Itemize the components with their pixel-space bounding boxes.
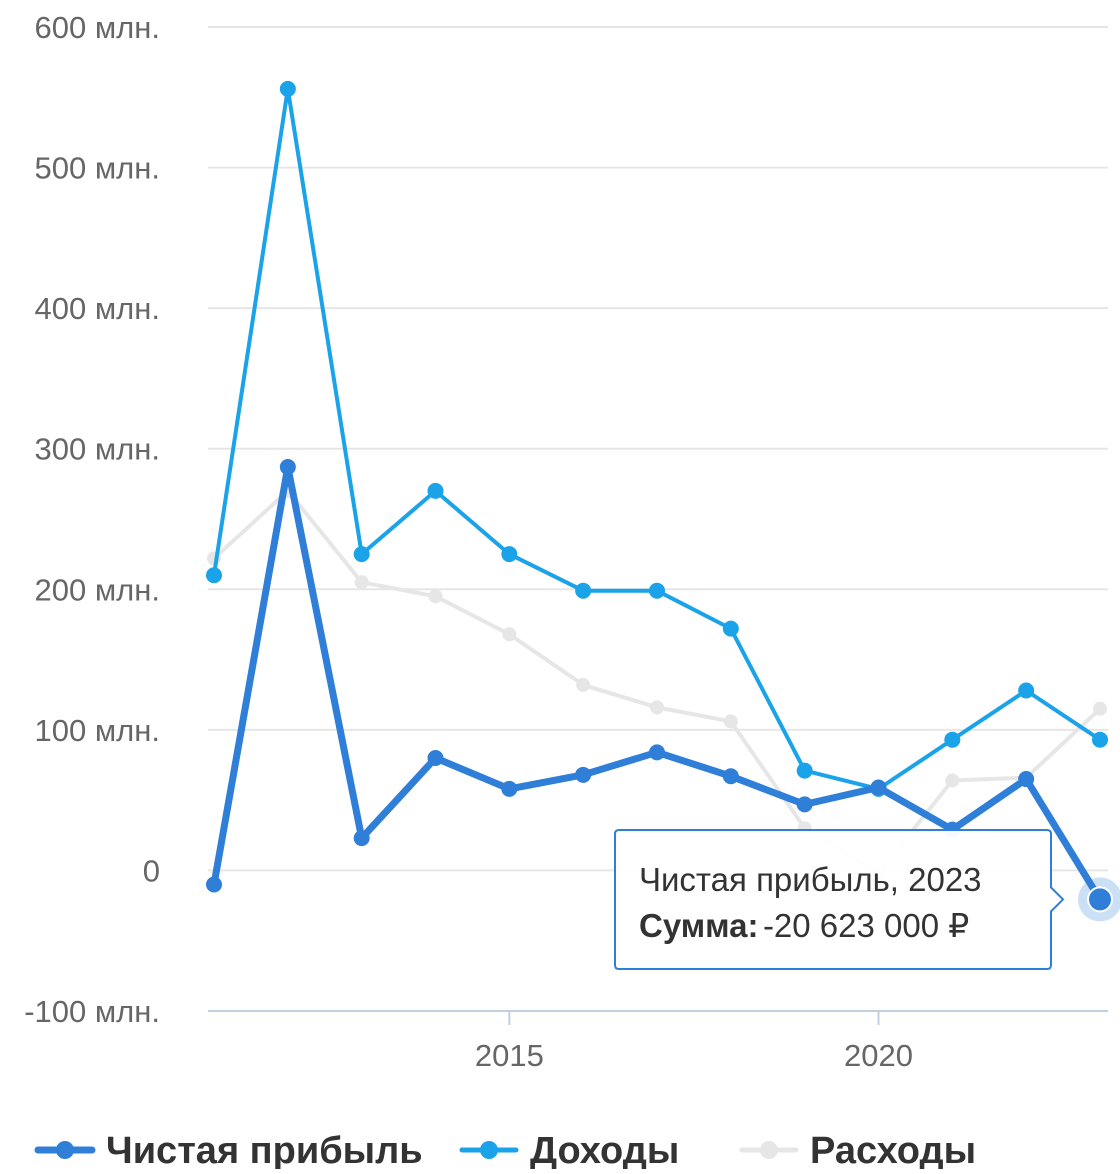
y-tick-label: 200 млн. — [35, 572, 160, 607]
legend-label: Чистая прибыль — [106, 1130, 423, 1169]
tooltip: Чистая прибыль, 2023 Сумма: -20 623 000 … — [614, 829, 1065, 970]
data-point[interactable] — [501, 780, 518, 797]
data-point[interactable] — [722, 620, 739, 637]
data-point[interactable] — [1087, 886, 1113, 913]
data-point[interactable] — [1018, 771, 1035, 788]
tooltip-value: -20 623 000 ₽ — [763, 907, 969, 944]
data-point[interactable] — [427, 749, 444, 766]
legend-swatch-marker — [760, 1141, 778, 1159]
data-point[interactable] — [206, 567, 222, 584]
y-tick-label: 500 млн. — [35, 151, 160, 186]
data-point[interactable] — [575, 766, 592, 783]
data-point[interactable] — [576, 677, 591, 692]
x-tick-label: 2020 — [844, 1038, 913, 1073]
legend-swatch-marker — [480, 1141, 498, 1159]
data-point[interactable] — [353, 830, 370, 847]
y-axis-ticks: -100 млн. 0 100 млн. 200 млн. 300 млн. 400 мл… — [24, 10, 160, 1029]
data-point[interactable] — [428, 589, 443, 604]
data-point[interactable] — [575, 582, 592, 599]
y-tick-label: 300 млн. — [35, 432, 160, 467]
data-point[interactable] — [279, 458, 296, 475]
data-point[interactable] — [650, 700, 664, 715]
data-point[interactable] — [870, 779, 887, 796]
y-tick-label: 600 млн. — [35, 10, 160, 45]
data-point[interactable] — [279, 80, 296, 97]
data-point[interactable] — [649, 744, 665, 761]
legend-swatch-marker — [56, 1141, 74, 1159]
data-point[interactable] — [722, 768, 739, 785]
data-point[interactable] — [1093, 701, 1107, 716]
data-point[interactable] — [353, 546, 370, 563]
x-tick-label: 2015 — [475, 1038, 544, 1073]
series-2 — [206, 80, 1108, 797]
legend-item[interactable]: Чистая прибыль — [34, 1130, 423, 1172]
data-point[interactable] — [427, 482, 444, 499]
legend-item[interactable]: Расходы — [739, 1130, 976, 1172]
legend-label: Доходы — [530, 1130, 679, 1169]
data-point[interactable] — [796, 796, 813, 813]
series-layer — [206, 80, 1120, 922]
tooltip-title: Чистая прибыль, 2023 — [639, 861, 982, 898]
tooltip-label: Сумма: — [639, 907, 758, 944]
data-point[interactable] — [723, 714, 738, 729]
tooltip-value-line: Сумма: -20 623 000 ₽ — [639, 907, 969, 944]
data-point[interactable] — [354, 575, 369, 590]
data-point[interactable] — [944, 731, 961, 748]
data-point[interactable] — [649, 582, 665, 599]
data-point[interactable] — [502, 627, 517, 642]
y-tick-label: 400 млн. — [35, 291, 160, 326]
y-tick-label: 100 млн. — [35, 713, 160, 748]
x-axis-ticks: 2015 2020 — [475, 1011, 913, 1073]
legend-label: Расходы — [810, 1130, 976, 1169]
series-3 — [207, 483, 1107, 881]
legend: Чистая прибыль Доходы Расходы — [34, 1130, 976, 1172]
data-point[interactable] — [501, 546, 518, 563]
y-tick-label: 0 — [143, 853, 160, 888]
tooltip-box — [614, 829, 1065, 970]
data-point[interactable] — [1092, 731, 1108, 748]
y-tick-label: -100 млн. — [24, 994, 160, 1029]
data-point[interactable] — [945, 773, 960, 788]
grid-lines — [208, 26, 1108, 1012]
data-point[interactable] — [206, 876, 222, 893]
data-point[interactable] — [796, 762, 813, 779]
series-line — [212, 86, 1102, 791]
legend-item[interactable]: Доходы — [459, 1130, 679, 1172]
data-point[interactable] — [1018, 682, 1035, 699]
